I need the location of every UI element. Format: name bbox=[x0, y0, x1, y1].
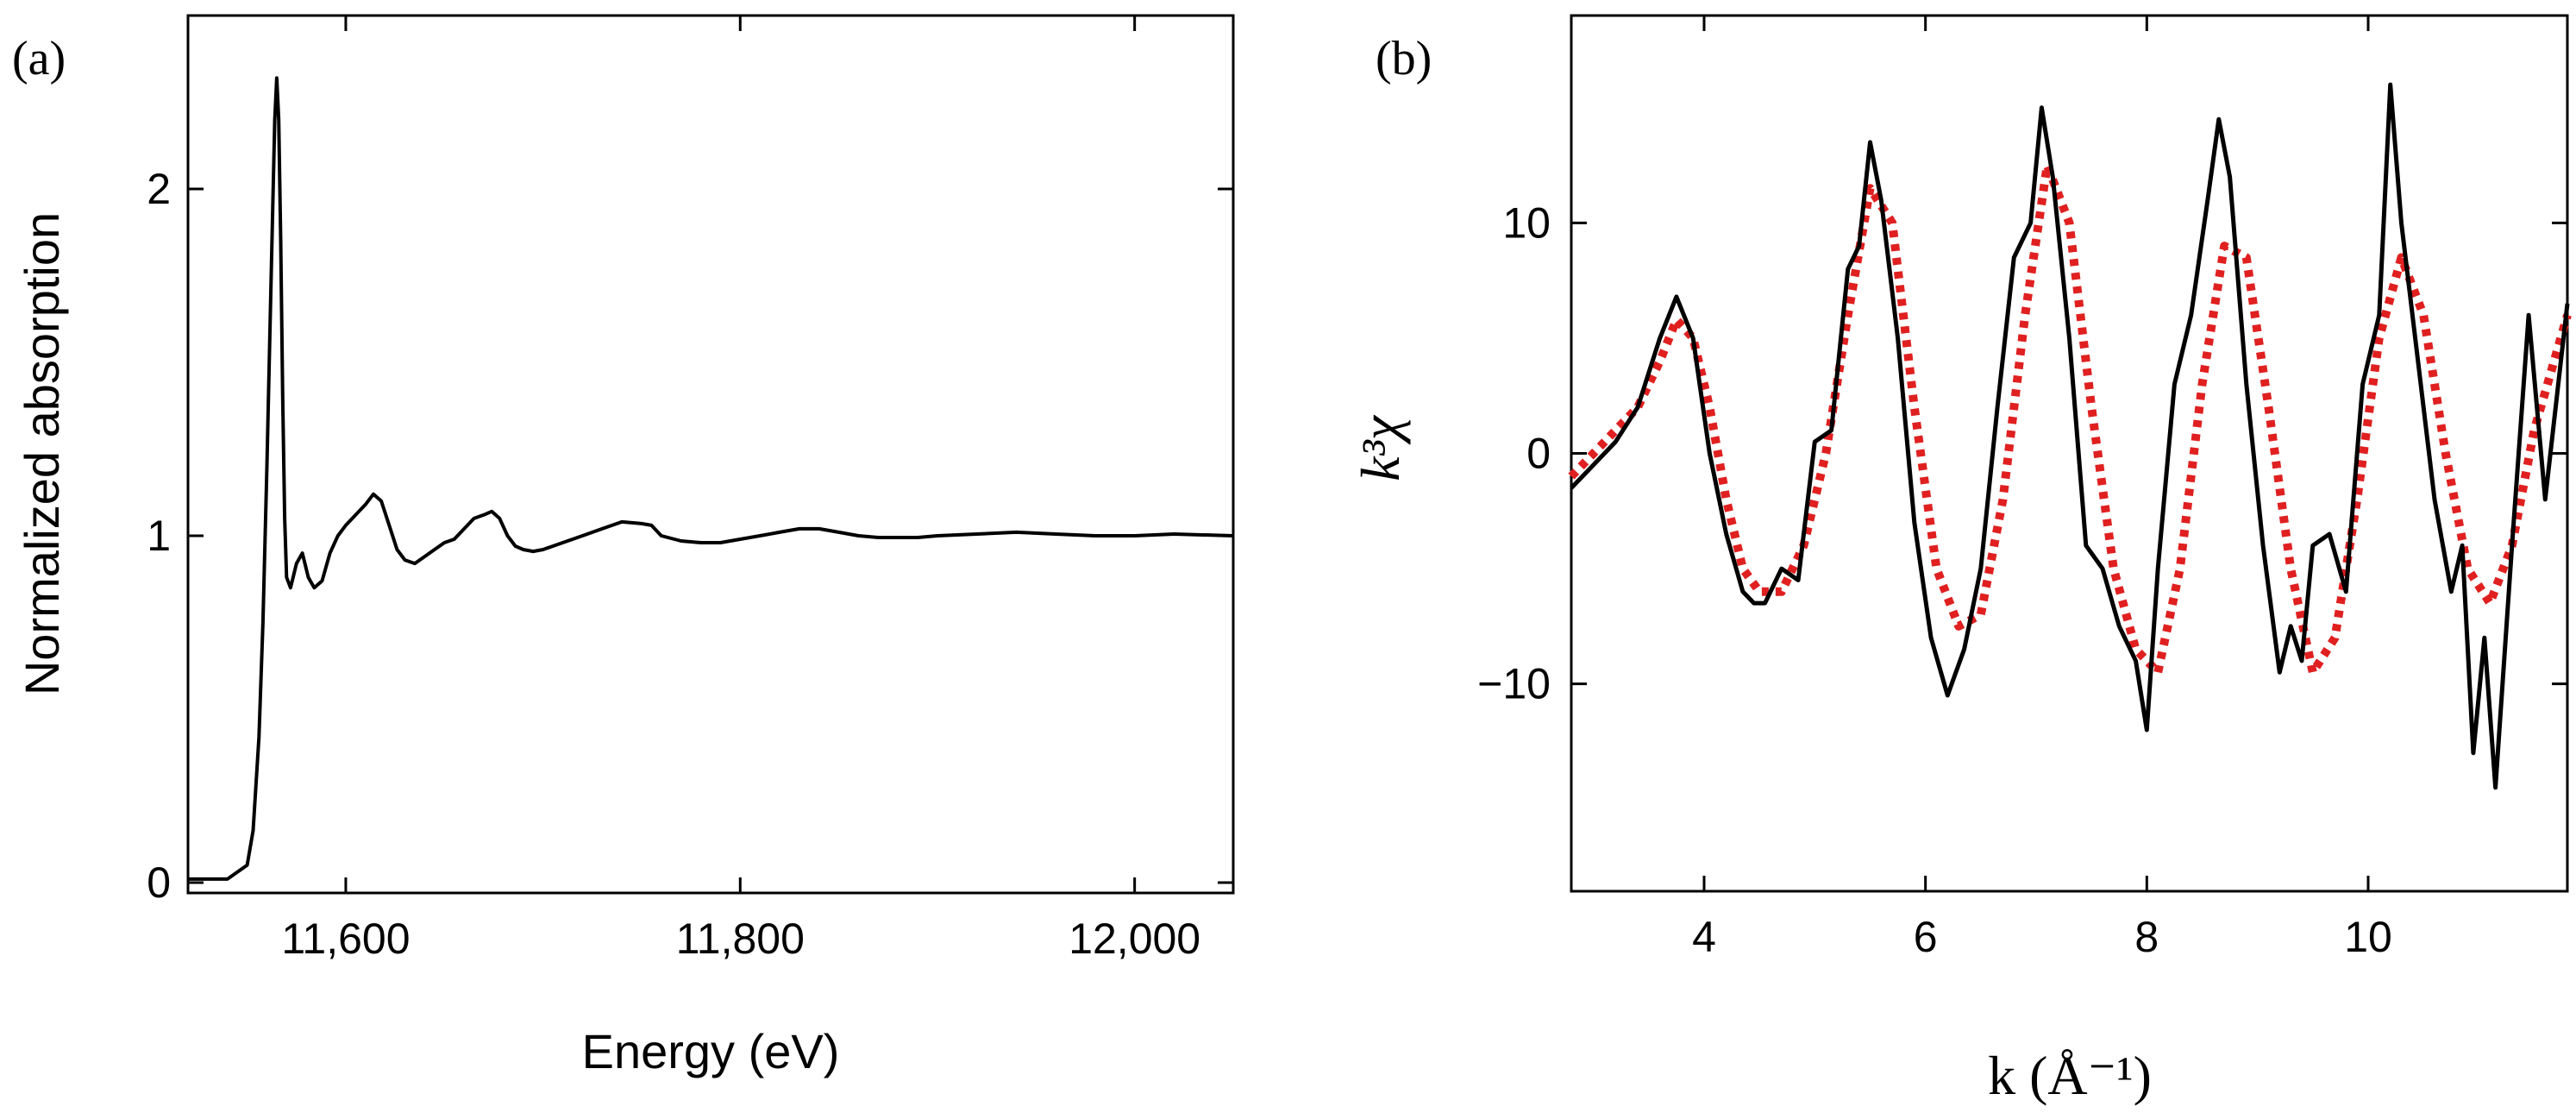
panel-b-y-tick-label: 10 bbox=[1502, 198, 1551, 247]
panel-b-ticks bbox=[1571, 16, 2567, 891]
panel-b-fit-line bbox=[1568, 160, 2572, 677]
panel-a-tick-labels: 11,600 11,800 12,000 0 1 2 bbox=[147, 165, 1200, 963]
panel-b: (b) 4 6 8 10 10 0 −10 k (Å⁻¹) k³χ bbox=[1350, 14, 2572, 1106]
panel-a-label: (a) bbox=[12, 32, 66, 85]
panel-b-x-tick-label: 8 bbox=[2134, 913, 2159, 961]
panel-a-x-tick-label: 12,000 bbox=[1069, 915, 1200, 963]
panel-b-tick-labels: 4 6 8 10 10 0 −10 bbox=[1477, 198, 2392, 961]
panel-a-x-axis-title: Energy (eV) bbox=[582, 1024, 840, 1078]
panel-a-y-tick-label: 0 bbox=[147, 858, 171, 907]
panel-b-x-tick-label: 4 bbox=[1692, 913, 1716, 961]
panel-b-label: (b) bbox=[1376, 32, 1432, 85]
panel-b-x-tick-label: 6 bbox=[1914, 913, 1938, 961]
panel-a-y-tick-label: 1 bbox=[147, 512, 171, 560]
panel-a-ticks bbox=[188, 16, 1233, 893]
panel-b-y-tick-label: −10 bbox=[1477, 660, 1551, 708]
panel-a-y-axis-title: Normalized absorption bbox=[15, 212, 69, 695]
panel-a: (a) 11,600 11,800 12,000 0 1 2 Energy (eV) No… bbox=[12, 14, 1235, 1078]
panel-a-y-tick-label: 2 bbox=[147, 165, 171, 213]
panel-b-x-axis-title: k (Å⁻¹) bbox=[1988, 1045, 2152, 1106]
panel-b-y-axis-title: k³χ bbox=[1350, 414, 1411, 481]
panel-a-x-tick-label: 11,600 bbox=[281, 915, 410, 963]
panel-a-xanes-line bbox=[188, 76, 1234, 881]
panel-b-x-tick-label: 10 bbox=[2344, 913, 2392, 961]
panel-b-experimental-line bbox=[1570, 82, 2570, 790]
panel-a-plot-frame bbox=[186, 14, 1235, 895]
panel-b-y-tick-label: 0 bbox=[1526, 430, 1551, 478]
panel-a-x-tick-label: 11,800 bbox=[676, 915, 805, 963]
